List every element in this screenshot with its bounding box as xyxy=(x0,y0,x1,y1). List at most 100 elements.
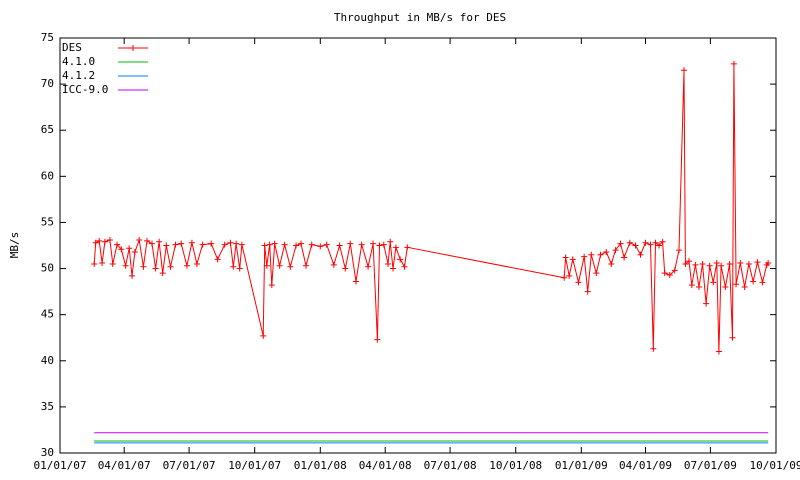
point-marker xyxy=(152,265,159,272)
point-marker xyxy=(737,260,744,267)
x-tick-label: 07/01/09 xyxy=(684,459,737,472)
x-tick-label: 10/01/08 xyxy=(489,459,542,472)
point-marker xyxy=(308,241,315,248)
y-tick-label: 45 xyxy=(41,308,54,321)
point-marker xyxy=(330,261,337,268)
point-marker xyxy=(266,241,273,248)
y-tick-label: 50 xyxy=(41,262,54,275)
point-marker xyxy=(172,241,179,248)
point-marker xyxy=(323,241,330,248)
x-tick-label: 01/01/07 xyxy=(34,459,87,472)
point-marker xyxy=(208,240,215,247)
point-marker xyxy=(106,236,113,243)
point-marker xyxy=(159,270,166,277)
point-marker xyxy=(263,262,270,269)
point-marker xyxy=(682,260,689,267)
point-marker xyxy=(566,272,573,279)
x-tick-label: 07/01/08 xyxy=(424,459,477,472)
x-tick-label: 01/01/08 xyxy=(294,459,347,472)
point-marker xyxy=(374,336,381,343)
x-tick-label: 04/01/08 xyxy=(359,459,412,472)
point-marker xyxy=(688,282,695,289)
point-marker xyxy=(392,244,399,251)
point-marker xyxy=(227,239,234,246)
point-marker xyxy=(718,262,725,269)
point-marker xyxy=(370,240,377,247)
legend-label: 4.1.2 xyxy=(62,69,95,82)
x-tick-label: 04/01/07 xyxy=(98,459,151,472)
y-axis-label: MB/s xyxy=(8,232,21,259)
point-marker xyxy=(652,239,659,246)
point-marker xyxy=(271,240,278,247)
point-marker xyxy=(136,236,143,243)
point-marker xyxy=(626,239,633,246)
y-tick-label: 60 xyxy=(41,169,54,182)
chart-title: Throughput in MB/s for DES xyxy=(334,11,506,24)
point-marker xyxy=(101,238,108,245)
y-tick-label: 55 xyxy=(41,215,54,228)
point-marker xyxy=(659,238,666,245)
point-marker xyxy=(632,242,639,249)
point-marker xyxy=(144,237,151,244)
point-marker xyxy=(167,263,174,270)
point-marker xyxy=(703,300,710,307)
legend-label: DES xyxy=(62,41,82,54)
point-marker xyxy=(617,240,624,247)
point-marker xyxy=(695,284,702,290)
x-tick-label: 07/01/07 xyxy=(163,459,216,472)
point-marker xyxy=(96,237,103,244)
point-marker xyxy=(188,239,195,246)
legend-label: 4.1.0 xyxy=(62,55,95,68)
point-marker xyxy=(621,254,628,261)
point-marker xyxy=(661,270,668,277)
point-marker xyxy=(699,260,706,267)
point-marker xyxy=(637,251,644,258)
point-marker xyxy=(706,262,713,269)
point-marker xyxy=(676,247,683,254)
point-marker xyxy=(730,60,737,67)
y-tick-label: 40 xyxy=(41,354,54,367)
point-marker xyxy=(685,258,692,265)
point-marker xyxy=(193,260,200,267)
point-marker xyxy=(390,265,397,272)
point-marker xyxy=(581,253,588,260)
y-tick-label: 65 xyxy=(41,123,54,136)
point-marker xyxy=(754,259,761,266)
point-marker xyxy=(336,242,343,249)
point-marker xyxy=(650,345,657,352)
point-marker xyxy=(647,241,654,248)
point-marker xyxy=(238,241,245,248)
point-marker xyxy=(733,281,740,288)
plot-frame xyxy=(59,37,777,454)
point-marker xyxy=(199,241,206,248)
point-marker xyxy=(163,242,170,249)
point-marker xyxy=(681,67,688,74)
point-marker xyxy=(148,240,155,247)
point-marker xyxy=(385,260,392,267)
point-marker xyxy=(268,282,275,289)
y-tick-label: 70 xyxy=(41,77,54,90)
point-marker xyxy=(260,332,267,339)
point-marker xyxy=(276,262,283,269)
point-marker xyxy=(380,241,387,248)
point-marker xyxy=(92,239,99,246)
point-marker xyxy=(376,242,383,249)
y-tick-label: 75 xyxy=(41,31,54,44)
x-tick-label: 01/01/09 xyxy=(555,459,608,472)
point-marker xyxy=(741,284,748,290)
point-marker xyxy=(358,241,365,248)
point-marker xyxy=(236,265,243,272)
point-marker xyxy=(230,263,237,270)
point-marker xyxy=(261,242,268,249)
point-marker xyxy=(569,256,576,263)
point-marker xyxy=(214,256,221,263)
point-marker xyxy=(303,262,310,269)
point-marker xyxy=(317,243,324,250)
point-marker xyxy=(692,261,699,268)
point-marker xyxy=(745,260,752,267)
point-marker xyxy=(726,260,733,267)
legend-label: ICC-9.0 xyxy=(62,83,108,96)
point-marker xyxy=(759,279,766,286)
point-marker xyxy=(561,274,568,281)
